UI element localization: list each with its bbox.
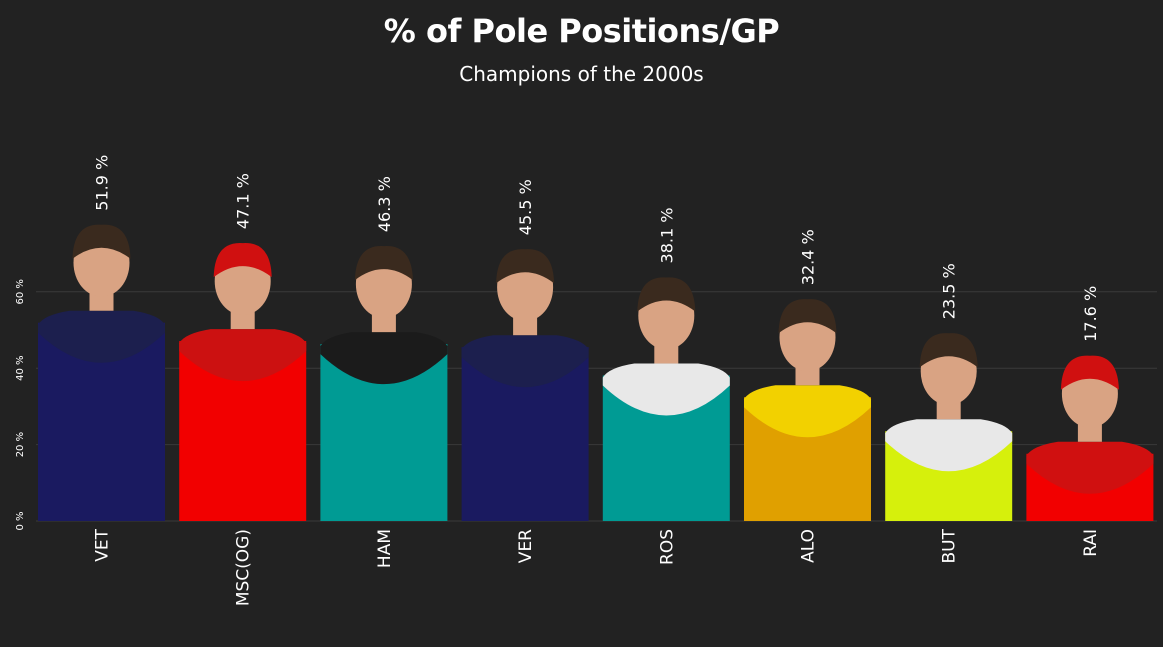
x-tick-label: HAM: [375, 529, 395, 568]
bar-group: 17.6 % RAI: [1026, 286, 1154, 557]
hair-shape: [919, 333, 978, 368]
hair-shape: [213, 242, 272, 278]
y-tick-label: 40 %: [15, 355, 26, 380]
bar-group: 51.9 % VET: [38, 155, 165, 562]
value-label: 51.9 %: [93, 155, 112, 211]
hair-shape: [778, 299, 837, 334]
bar-group: 47.1 % MSC(OG): [179, 173, 307, 606]
hair-shape: [354, 246, 413, 281]
hair-shape: [1060, 355, 1119, 390]
bar-group: 38.1 % ROS: [602, 208, 730, 565]
driver-photo-msc: [179, 242, 307, 382]
value-label: 46.3 %: [375, 176, 394, 232]
chart-title: % of Pole Positions/GP: [383, 12, 780, 50]
suit-shape: [744, 385, 871, 438]
y-tick-label: 0 %: [15, 511, 26, 530]
bar-group: 45.5 % VER: [461, 179, 589, 563]
hair-shape: [496, 249, 555, 284]
value-label: 47.1 %: [234, 173, 253, 229]
bar-group: 23.5 % BUT: [885, 263, 1013, 564]
x-tick-label: ALO: [799, 529, 819, 563]
driver-photo-ver: [461, 249, 589, 388]
suit-shape: [38, 310, 165, 363]
x-tick-label: BUT: [940, 528, 960, 563]
value-label: 38.1 %: [657, 208, 676, 264]
value-label: 17.6 %: [1081, 286, 1100, 342]
value-label: 23.5 %: [940, 263, 959, 319]
x-tick-label: MSC(OG): [234, 529, 254, 606]
hair-shape: [637, 277, 696, 312]
suit-shape: [179, 329, 307, 382]
driver-photo-ham: [320, 246, 448, 385]
y-tick-label: 60 %: [15, 279, 26, 304]
suit-shape: [885, 419, 1013, 472]
value-label: 32.4 %: [799, 229, 818, 285]
driver-photo-but: [885, 333, 1013, 472]
bar-group: 32.4 % ALO: [744, 229, 871, 563]
value-label: 45.5 %: [516, 179, 535, 235]
hair-shape: [72, 224, 131, 259]
suit-shape: [461, 335, 589, 388]
suit-shape: [1026, 441, 1154, 494]
chart-subtitle: Champions of the 2000s: [459, 62, 704, 86]
driver-photo-ros: [602, 277, 730, 416]
driver-photo-alo: [744, 299, 871, 438]
x-tick-label: VER: [516, 529, 536, 563]
x-tick-label: VET: [93, 528, 113, 561]
driver-photo-vet: [38, 224, 165, 363]
x-tick-label: RAI: [1081, 529, 1101, 557]
bar-group: 46.3 % HAM: [320, 176, 448, 568]
x-tick-label: ROS: [657, 529, 677, 565]
suit-shape: [602, 363, 730, 416]
y-tick-label: 20 %: [15, 432, 26, 457]
driver-photo-rai: [1026, 355, 1154, 494]
suit-shape: [320, 332, 448, 385]
